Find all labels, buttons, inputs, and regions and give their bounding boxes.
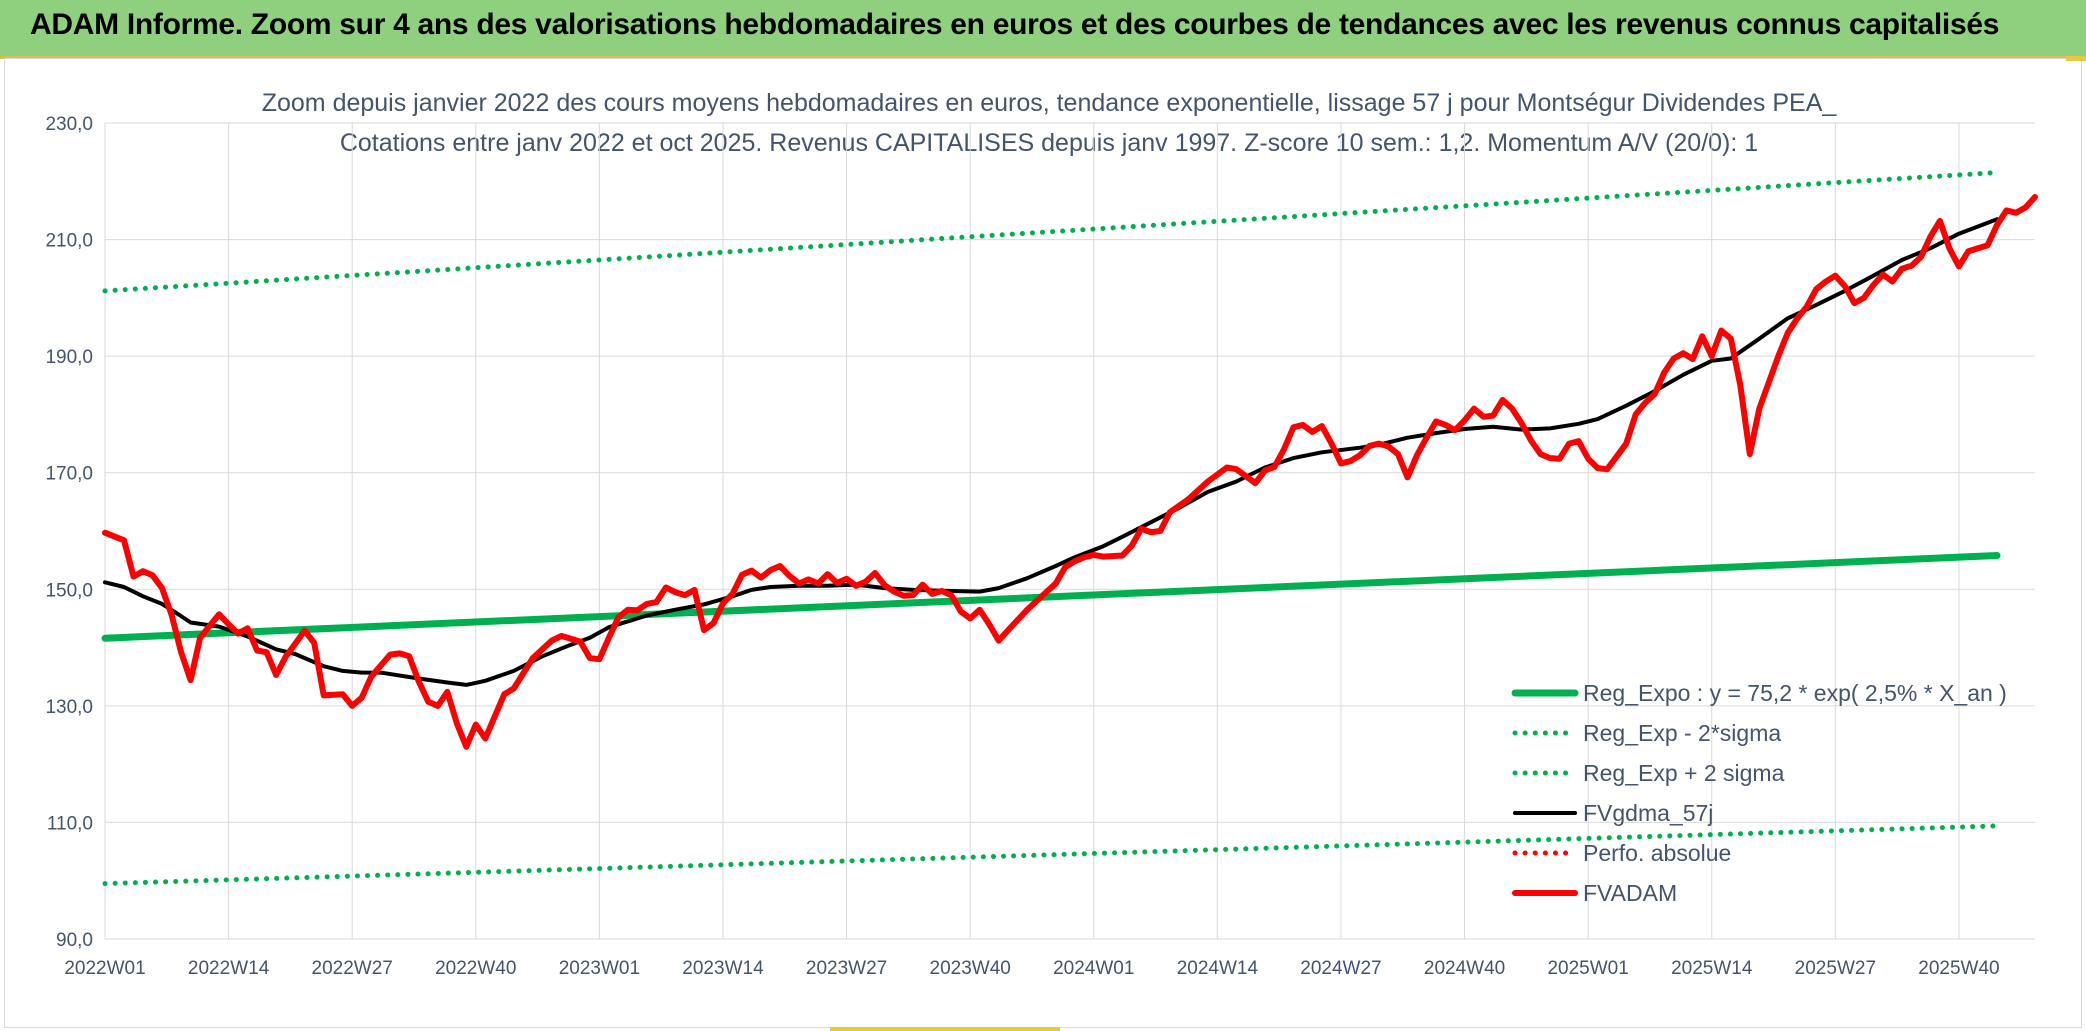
x-tick-label: 2025W40 — [1918, 958, 1999, 979]
legend-label: Reg_Exp - 2*sigma — [1583, 720, 1781, 746]
x-tick-label: 2022W27 — [312, 958, 393, 979]
x-tick-label: 2024W40 — [1424, 958, 1505, 979]
chart-frame: Zoom depuis janvier 2022 des cours moyen… — [4, 58, 2082, 1028]
x-axis: 2022W01 2022W14 2022W27 2022W40 2023W01 2023W… — [64, 958, 1999, 979]
right-accent-bar — [2066, 56, 2086, 61]
y-tick-label: 210,0 — [45, 231, 93, 252]
chart: Zoom depuis janvier 2022 des cours moyen… — [45, 89, 2038, 979]
x-tick-label: 2025W01 — [1547, 958, 1628, 979]
x-tick-label: 2023W14 — [682, 958, 764, 979]
x-tick-label: 2024W14 — [1177, 958, 1259, 979]
y-axis: 90,0 110,0 130,0 150,0 170,0 190,0 210,0 230,0 — [45, 114, 93, 951]
y-tick-label: 110,0 — [47, 813, 93, 834]
y-tick-label: 150,0 — [45, 580, 93, 601]
x-tick-label: 2024W27 — [1300, 958, 1381, 979]
y-tick-label: 170,0 — [45, 464, 93, 485]
legend-label: Reg_Exp + 2 sigma — [1583, 760, 1785, 786]
report-banner: ADAM Informe. Zoom sur 4 ans des valoris… — [0, 0, 2086, 59]
x-tick-label: 2022W40 — [435, 958, 516, 979]
y-tick-label: 130,0 — [45, 697, 93, 718]
series-line-reg_expo — [101, 552, 2001, 642]
x-tick-label: 2025W27 — [1795, 958, 1876, 979]
x-tick-label: 2025W14 — [1671, 958, 1753, 979]
legend-label: Perfo. absolue — [1583, 840, 1731, 866]
series-line-fvgdma_57j — [103, 217, 1999, 687]
legend-label: FVADAM — [1583, 880, 1677, 906]
report-title: ADAM Informe. Zoom sur 4 ans des valoris… — [30, 8, 2000, 41]
legend-label: Reg_Expo : y = 75,2 * exp( 2,5% * X_an ) — [1583, 680, 2007, 706]
series-line-reg_exp — [102, 170, 2000, 294]
x-tick-label: 2023W40 — [930, 958, 1011, 979]
chart-grid — [104, 122, 2035, 940]
chart-series — [101, 170, 2038, 887]
chart-subtitle-line1: Zoom depuis janvier 2022 des cours moyen… — [262, 89, 1838, 117]
x-tick-label: 2023W27 — [806, 958, 887, 979]
x-tick-label: 2023W01 — [559, 958, 640, 979]
chart-legend: Reg_Expo : y = 75,2 * exp( 2,5% * X_an )… — [1511, 680, 2007, 906]
y-tick-label: 230,0 — [45, 114, 93, 135]
x-tick-label: 2024W01 — [1053, 958, 1134, 979]
y-tick-label: 190,0 — [45, 347, 93, 368]
y-tick-label: 90,0 — [56, 930, 93, 951]
x-tick-label: 2022W01 — [64, 958, 145, 979]
bottom-accent-bar — [830, 1027, 1060, 1031]
series-line-reg_exp — [102, 823, 2000, 887]
chart-subtitle-line2: Cotations entre janv 2022 et oct 2025. R… — [340, 129, 1758, 157]
legend-label: FVgdma_57j — [1583, 800, 1713, 826]
x-tick-label: 2022W14 — [188, 958, 270, 979]
series-line-fvadam — [102, 194, 2038, 750]
